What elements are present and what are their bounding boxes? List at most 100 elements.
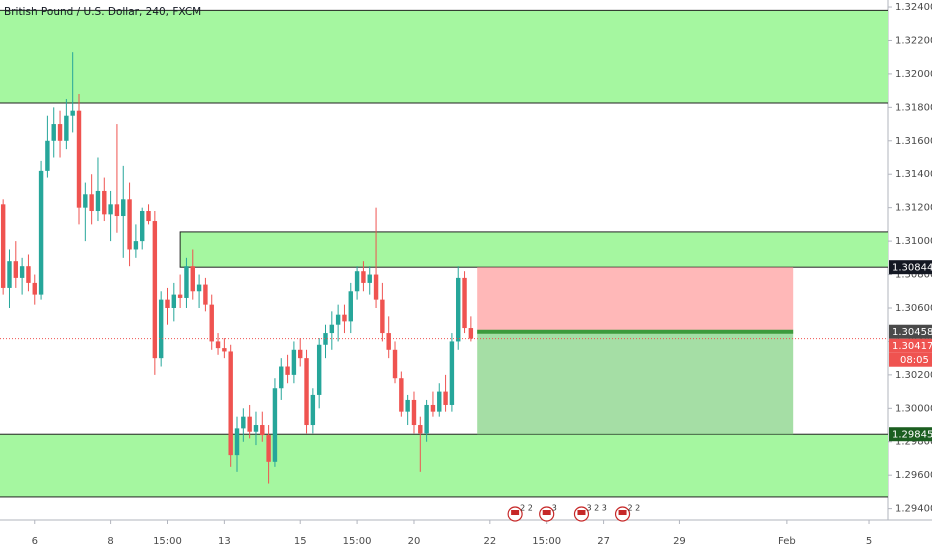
candle-body <box>108 204 113 215</box>
candle-body <box>13 261 19 278</box>
price-label: 1.29845 <box>892 430 932 441</box>
candle-body <box>456 277 461 342</box>
candle-body <box>323 333 328 345</box>
candle-body <box>184 266 189 298</box>
event-label: 2 2 <box>628 504 641 513</box>
candle-body <box>19 266 25 278</box>
candle-body <box>253 425 259 432</box>
countdown: 08:05 <box>900 355 929 366</box>
candle-body <box>190 266 195 292</box>
x-tick-label: 15 <box>294 536 307 547</box>
candle-body <box>228 351 233 456</box>
candle-body <box>437 391 442 412</box>
candle-body <box>399 378 404 412</box>
candle-body <box>291 349 297 375</box>
candle-body <box>0 204 6 288</box>
candle-body <box>247 416 252 432</box>
price-label: 1.30458 <box>892 327 932 338</box>
x-tick-label: 22 <box>483 536 496 547</box>
candle-body <box>158 299 164 359</box>
candle-body <box>411 399 417 426</box>
candle-body <box>329 324 335 334</box>
candle-body <box>468 328 474 339</box>
candle-body <box>177 294 183 298</box>
candle-body <box>392 349 398 379</box>
x-tick-label: 15:00 <box>532 536 561 547</box>
candle-body <box>386 333 391 350</box>
candle-body <box>127 199 132 250</box>
x-tick-label: 5 <box>866 536 872 547</box>
candle-body <box>462 277 467 329</box>
y-tick-label: 1.32000 <box>895 69 932 80</box>
candle-body <box>121 199 126 217</box>
x-tick-label: 27 <box>597 536 610 547</box>
event-label: 2 2 <box>520 504 533 513</box>
candle-body <box>7 261 12 288</box>
candle-body <box>443 391 448 405</box>
candle-body <box>266 435 271 462</box>
candle-body <box>316 344 322 395</box>
candle-body <box>430 404 436 412</box>
plot-area <box>0 9 888 498</box>
price-label: 1.30844 <box>892 263 932 274</box>
candle-body <box>152 221 158 359</box>
price-label-box <box>889 260 932 275</box>
candle-body <box>32 282 37 295</box>
candle-body <box>146 211 151 222</box>
candle-body <box>348 291 353 322</box>
candle-body <box>304 358 309 426</box>
candle-body <box>373 274 379 300</box>
y-tick-label: 1.31800 <box>895 102 932 113</box>
candle-body <box>354 271 360 292</box>
candle-body <box>89 194 94 212</box>
y-tick-label: 1.31200 <box>895 203 932 214</box>
candle-body <box>335 314 341 325</box>
candle-body <box>222 348 227 352</box>
zone <box>0 9 888 104</box>
candle-body <box>165 299 170 308</box>
candle-body <box>418 425 423 434</box>
countdown-box <box>889 352 932 367</box>
y-tick-label: 1.29600 <box>895 470 932 481</box>
x-tick-label: 29 <box>673 536 686 547</box>
candle-body <box>424 404 429 434</box>
y-tick-label: 1.30000 <box>895 403 932 414</box>
candle-body <box>38 170 44 295</box>
candle-body <box>51 124 56 141</box>
candle-body <box>342 314 347 322</box>
y-tick-label: 1.32400 <box>895 2 932 13</box>
x-tick-label: 8 <box>107 536 113 547</box>
candle-body <box>209 304 214 342</box>
candle-body <box>171 294 177 308</box>
candle-body <box>57 124 63 141</box>
event-flag <box>542 510 551 515</box>
candle-body <box>83 194 88 208</box>
event-flag <box>618 510 627 515</box>
candle-body <box>285 366 290 375</box>
candle-body <box>64 115 69 141</box>
candle-body <box>279 366 284 389</box>
candle-body <box>95 190 101 212</box>
candle-body <box>380 299 385 334</box>
price-label-box <box>889 324 932 339</box>
candle-body <box>70 110 75 116</box>
y-tick-label: 1.29400 <box>895 504 932 515</box>
candle-body <box>260 425 265 436</box>
y-tick-label: 1.31600 <box>895 136 932 147</box>
target-area <box>477 331 794 435</box>
candle-body <box>133 241 139 250</box>
candle-body <box>215 341 221 349</box>
event-flag <box>511 510 520 515</box>
candle-body <box>196 284 202 292</box>
candle-body <box>361 271 366 283</box>
y-tick-label: 1.30800 <box>895 270 932 281</box>
candle-body <box>310 394 316 426</box>
x-tick-label: 15:00 <box>153 536 182 547</box>
event-label: 3 2 3 <box>586 504 606 513</box>
zone <box>179 231 888 268</box>
candle-body <box>45 140 50 171</box>
y-tick-label: 1.31000 <box>895 236 932 247</box>
y-tick-label: 1.30600 <box>895 303 932 314</box>
candle-body <box>298 349 303 359</box>
x-tick-label: 6 <box>32 536 38 547</box>
